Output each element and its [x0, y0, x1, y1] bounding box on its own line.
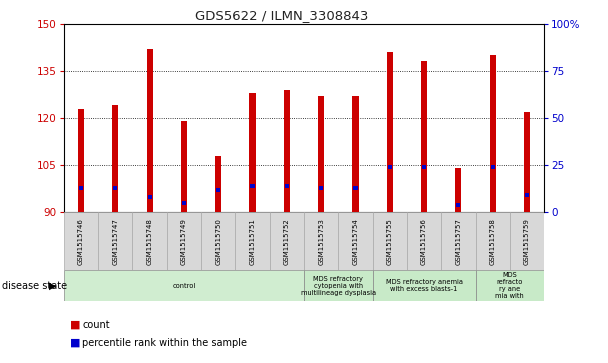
- Text: GSM1515753: GSM1515753: [318, 218, 324, 265]
- Bar: [457, 203, 460, 207]
- Bar: [98, 212, 133, 270]
- Bar: [304, 270, 373, 301]
- Bar: [388, 165, 392, 169]
- Text: ■: ■: [70, 320, 80, 330]
- Text: GSM1515752: GSM1515752: [284, 218, 290, 265]
- Text: GSM1515757: GSM1515757: [455, 218, 461, 265]
- Bar: [201, 212, 235, 270]
- Bar: [319, 186, 323, 190]
- Text: percentile rank within the sample: percentile rank within the sample: [82, 338, 247, 348]
- Bar: [489, 55, 496, 212]
- Text: count: count: [82, 320, 109, 330]
- Bar: [64, 212, 98, 270]
- Bar: [373, 212, 407, 270]
- Bar: [475, 212, 510, 270]
- Bar: [216, 188, 220, 192]
- Text: GSM1515759: GSM1515759: [524, 218, 530, 265]
- Bar: [491, 165, 495, 169]
- Text: GSM1515749: GSM1515749: [181, 218, 187, 265]
- Bar: [373, 270, 475, 301]
- Bar: [353, 96, 359, 212]
- Text: ■: ■: [70, 338, 80, 348]
- Text: GSM1515755: GSM1515755: [387, 218, 393, 265]
- Text: GSM1515751: GSM1515751: [249, 218, 255, 265]
- Bar: [133, 212, 167, 270]
- Bar: [421, 61, 427, 212]
- Bar: [147, 49, 153, 212]
- Text: control: control: [172, 283, 196, 289]
- Bar: [235, 212, 270, 270]
- Bar: [215, 156, 221, 212]
- Bar: [318, 96, 324, 212]
- Text: MDS refractory
cytopenia with
multilineage dysplasia: MDS refractory cytopenia with multilinea…: [301, 276, 376, 296]
- Text: GSM1515754: GSM1515754: [353, 218, 359, 265]
- Text: GSM1515758: GSM1515758: [489, 218, 496, 265]
- Bar: [112, 105, 119, 212]
- Bar: [64, 270, 304, 301]
- Bar: [353, 186, 358, 190]
- Bar: [422, 165, 426, 169]
- Bar: [182, 201, 186, 205]
- Bar: [284, 90, 290, 212]
- Bar: [270, 212, 304, 270]
- Bar: [113, 186, 117, 190]
- Bar: [407, 212, 441, 270]
- Bar: [475, 270, 544, 301]
- Text: GSM1515756: GSM1515756: [421, 218, 427, 265]
- Bar: [338, 212, 373, 270]
- Bar: [250, 184, 255, 188]
- Bar: [510, 212, 544, 270]
- Text: GSM1515748: GSM1515748: [147, 218, 153, 265]
- Text: GDS5622 / ILMN_3308843: GDS5622 / ILMN_3308843: [195, 9, 368, 22]
- Bar: [524, 112, 530, 212]
- Bar: [304, 212, 338, 270]
- Bar: [285, 184, 289, 188]
- Text: GSM1515747: GSM1515747: [112, 218, 119, 265]
- Text: MDS
refracto
ry ane
mia with: MDS refracto ry ane mia with: [496, 272, 524, 299]
- Text: GSM1515750: GSM1515750: [215, 218, 221, 265]
- Text: ▶: ▶: [49, 281, 57, 291]
- Bar: [148, 195, 151, 199]
- Bar: [79, 186, 83, 190]
- Bar: [387, 52, 393, 212]
- Bar: [78, 109, 84, 212]
- Bar: [525, 193, 529, 197]
- Bar: [181, 121, 187, 212]
- Text: MDS refractory anemia
with excess blasts-1: MDS refractory anemia with excess blasts…: [385, 280, 463, 292]
- Text: GSM1515746: GSM1515746: [78, 218, 84, 265]
- Bar: [455, 168, 461, 212]
- Bar: [441, 212, 475, 270]
- Bar: [249, 93, 255, 212]
- Bar: [167, 212, 201, 270]
- Text: disease state: disease state: [2, 281, 67, 291]
